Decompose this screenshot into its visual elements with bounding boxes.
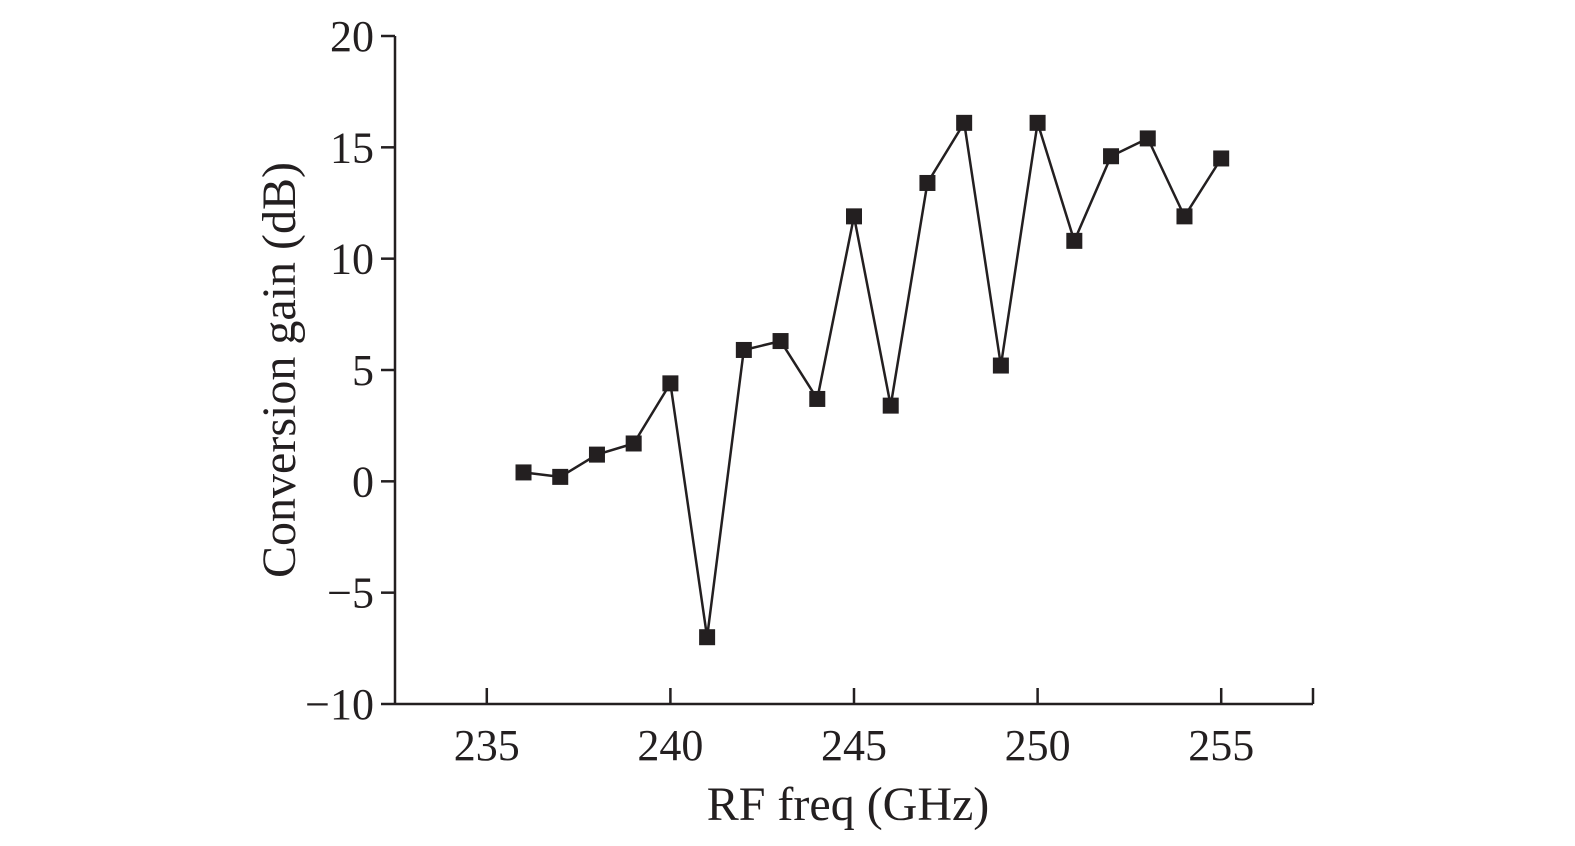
series-line [523,121,1223,639]
x-tick-label: 235 [454,721,520,770]
data-point-marker [1066,232,1083,249]
y-tick-label: 10 [330,235,374,284]
y-tick-label: 0 [352,457,374,506]
data-point-marker [735,341,752,358]
data-point-marker [992,357,1009,374]
y-tick-label: 15 [330,123,374,172]
data-point-marker [1176,208,1193,225]
x-tick-label: 245 [821,721,887,770]
data-point-marker [1213,150,1230,167]
data-point-marker [699,629,716,646]
data-point-marker [772,333,789,350]
data-point-marker [882,397,899,414]
x-tick-label: 240 [637,721,703,770]
y-tick-label: −5 [327,569,374,618]
axes [393,36,1315,706]
data-point-marker [1139,130,1156,147]
data-point-marker [846,208,862,225]
data-point-marker [956,114,973,131]
y-axis-ticks: −10 −5 0 5 10 15 20 [305,12,395,729]
series-group [515,114,1230,646]
data-point-marker [1029,114,1046,131]
data-point-marker [515,464,532,481]
data-point-marker [552,468,569,485]
data-point-marker [1103,148,1120,165]
y-tick-label: −10 [305,680,374,729]
data-point-marker [809,390,826,407]
data-point-marker [919,174,936,191]
data-point-marker [625,435,642,452]
x-tick-label: 250 [1005,721,1071,770]
y-axis-title: Conversion gain (dB) [253,162,306,578]
y-tick-label: 5 [352,346,374,395]
x-tick-label: 255 [1188,721,1254,770]
x-axis-ticks: 235 240 245 250 255 [454,688,1254,770]
data-point-marker [588,446,605,463]
x-axis-title: RF freq (GHz) [707,778,990,831]
y-tick-label: 20 [330,12,374,61]
data-point-marker [662,375,679,392]
